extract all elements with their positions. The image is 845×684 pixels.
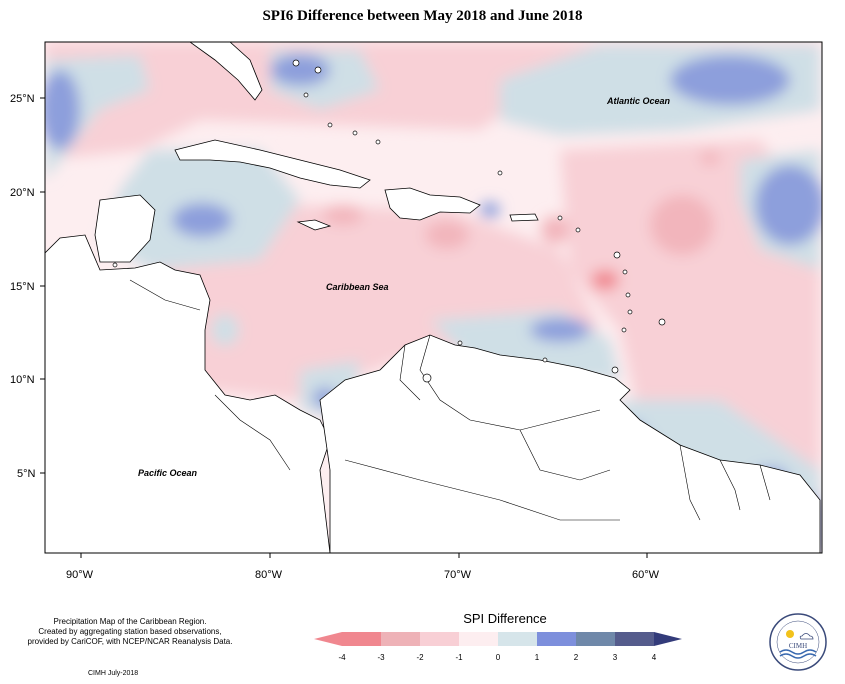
land-hispaniola: [384, 187, 481, 221]
legend-tick-label: -3: [377, 653, 385, 662]
field-red-spot-e: [541, 216, 569, 244]
land-south-america: [319, 334, 821, 553]
legend-title: SPI Difference: [463, 611, 547, 626]
legend-swatch: [576, 632, 615, 646]
lat-tick-label: 20°N: [10, 187, 35, 199]
legend-tick-label: 0: [496, 653, 501, 662]
caribbean-sea-label: Caribbean Sea: [326, 282, 389, 292]
field-blue-dark-c: [670, 55, 790, 105]
borders: [129, 279, 771, 521]
field-red-spot-c: [323, 205, 363, 225]
legend-swatch: [342, 632, 381, 646]
field-blue-dark-d: [270, 54, 330, 86]
legend-arrow-low: [314, 632, 342, 646]
land: [45, 42, 821, 553]
atlantic-ocean-label: Atlantic Ocean: [606, 96, 671, 106]
lon-tick-label: 60°W: [632, 569, 660, 581]
lat-tick-label: 25°N: [10, 93, 35, 105]
color-legend: -4 -3 -2 -1 0 1 2 3 4: [314, 632, 682, 662]
footer-credit: CIMH July-2018: [88, 670, 139, 677]
legend-tick-label: 4: [652, 653, 657, 662]
field-red-spot-a: [650, 195, 714, 255]
legend-tick-label: 2: [574, 653, 579, 662]
legend-swatch: [537, 632, 576, 646]
lon-tick-label: 90°W: [66, 569, 94, 581]
islands: [112, 59, 666, 383]
pacific-ocean-label: Pacific Ocean: [138, 468, 198, 478]
field-red-spot-d: [591, 270, 619, 290]
land-jamaica: [296, 219, 332, 231]
legend-tick-label: -2: [416, 653, 424, 662]
lat-axis: 25°N 20°N 15°N 10°N 5°N: [10, 93, 45, 480]
land-cuba: [174, 139, 371, 189]
lat-tick-label: 15°N: [10, 281, 35, 293]
legend-tick-label: 3: [613, 653, 618, 662]
footer-line: Created by aggregating station based obs…: [38, 627, 222, 636]
field-red-spot-f: [700, 151, 720, 165]
map-field: [45, 42, 822, 553]
field-blue-dark-i: [480, 202, 500, 218]
map-frame: [44, 41, 823, 554]
land-puerto-rico: [509, 213, 539, 222]
logo-text: CIMH: [789, 642, 807, 650]
legend-swatch: [615, 632, 654, 646]
field-blue-spot-a: [211, 314, 239, 346]
lon-tick-label: 70°W: [444, 569, 472, 581]
land-yucatan: [94, 194, 156, 263]
lat-tick-label: 10°N: [10, 374, 35, 386]
legend-arrow-high: [654, 632, 682, 646]
land-central-america: [45, 234, 331, 553]
legend-tick-label: 1: [535, 653, 540, 662]
legend-swatch: [459, 632, 498, 646]
field-red-spot-b: [425, 221, 469, 249]
footer-description: Precipitation Map of the Caribbean Regio…: [10, 617, 250, 647]
cimh-logo-icon: CIMH: [769, 613, 827, 671]
lat-tick-label: 5°N: [17, 468, 36, 480]
field-blue-dark-e: [45, 70, 80, 150]
field-blue-dark-a: [172, 203, 232, 237]
legend-swatch: [498, 632, 537, 646]
lon-tick-label: 80°W: [255, 569, 283, 581]
footer-line: Precipitation Map of the Caribbean Regio…: [53, 617, 207, 626]
legend-tick-label: -1: [455, 653, 463, 662]
field-blue-dark-b: [755, 165, 822, 245]
legend-swatch: [420, 632, 459, 646]
land-florida: [189, 42, 263, 101]
legend-swatch: [381, 632, 420, 646]
footer-line: provided by CariCOF, with NCEP/NCAR Rean…: [27, 637, 233, 646]
map-title: SPI6 Difference between May 2018 and Jun…: [262, 8, 583, 24]
legend-tick-label: -4: [338, 653, 346, 662]
field-blue-dark-g: [530, 318, 590, 342]
lon-axis: 90°W 80°W 70°W 60°W: [66, 553, 660, 581]
